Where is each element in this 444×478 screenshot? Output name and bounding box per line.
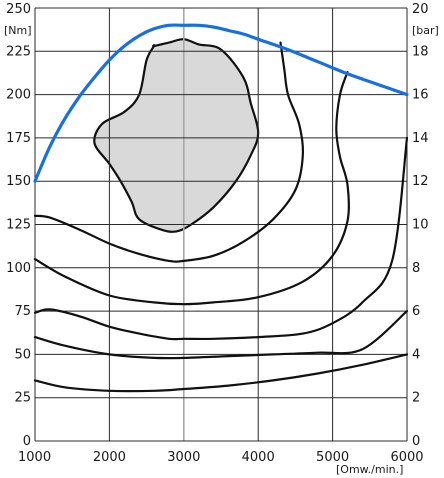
contour-layer xyxy=(33,41,409,393)
y-left-tick-label: 250 xyxy=(6,2,31,17)
optimum-region xyxy=(93,38,260,233)
y-left-tick-label: 0 xyxy=(23,434,31,449)
x-tick-label: 4000 xyxy=(242,450,275,465)
max-torque-curve xyxy=(33,23,409,183)
x-tick-label: 5000 xyxy=(316,450,349,465)
optimum-region-layer xyxy=(93,38,260,233)
y-right-tick-label: 8 xyxy=(412,261,420,276)
y-right-tick-label: 0 xyxy=(412,434,420,449)
y-left-tick-label: 50 xyxy=(14,347,31,362)
y-left-tick-label: 150 xyxy=(6,174,31,189)
y-left-tick-label: 175 xyxy=(6,131,31,146)
contour-line xyxy=(33,71,351,306)
contour-line xyxy=(33,136,409,341)
contour-line xyxy=(33,353,409,393)
y-right-tick-label: 14 xyxy=(412,131,429,146)
x-tick-label: 6000 xyxy=(390,450,423,465)
tick-label-layer: 1000 2000 3000 4000 5000 60000255075100125150… xyxy=(6,2,428,465)
y-right-tick-label: 6 xyxy=(412,304,420,319)
y-left-tick-label: 125 xyxy=(6,218,31,233)
y-right-tick-label: 2 xyxy=(412,391,420,406)
contour-line xyxy=(33,41,305,263)
y-right-tick-label: 12 xyxy=(412,174,429,189)
x-unit-label: [Omw./min.] xyxy=(336,463,403,476)
y-left-tick-label: 75 xyxy=(14,304,31,319)
x-tick-label: 3000 xyxy=(167,450,200,465)
y-right-tick-label: 18 xyxy=(412,44,429,59)
y-left-tick-label: 25 xyxy=(14,391,31,406)
y-right-tick-label: 4 xyxy=(412,347,420,362)
y-left-unit-label: [Nm] xyxy=(4,24,32,37)
y-left-tick-label: 200 xyxy=(6,88,31,103)
y-right-tick-label: 16 xyxy=(412,88,429,103)
y-left-tick-label: 225 xyxy=(6,44,31,59)
y-right-unit-label: [bar] xyxy=(412,24,439,37)
contour-line xyxy=(33,310,409,360)
y-left-tick-label: 100 xyxy=(6,261,31,276)
x-tick-label: 2000 xyxy=(93,450,126,465)
y-right-tick-label: 20 xyxy=(412,2,429,17)
x-tick-label: 1000 xyxy=(18,450,51,465)
grid-layer xyxy=(34,7,408,442)
y-right-tick-label: 10 xyxy=(412,218,429,233)
max-torque-layer xyxy=(33,23,409,183)
